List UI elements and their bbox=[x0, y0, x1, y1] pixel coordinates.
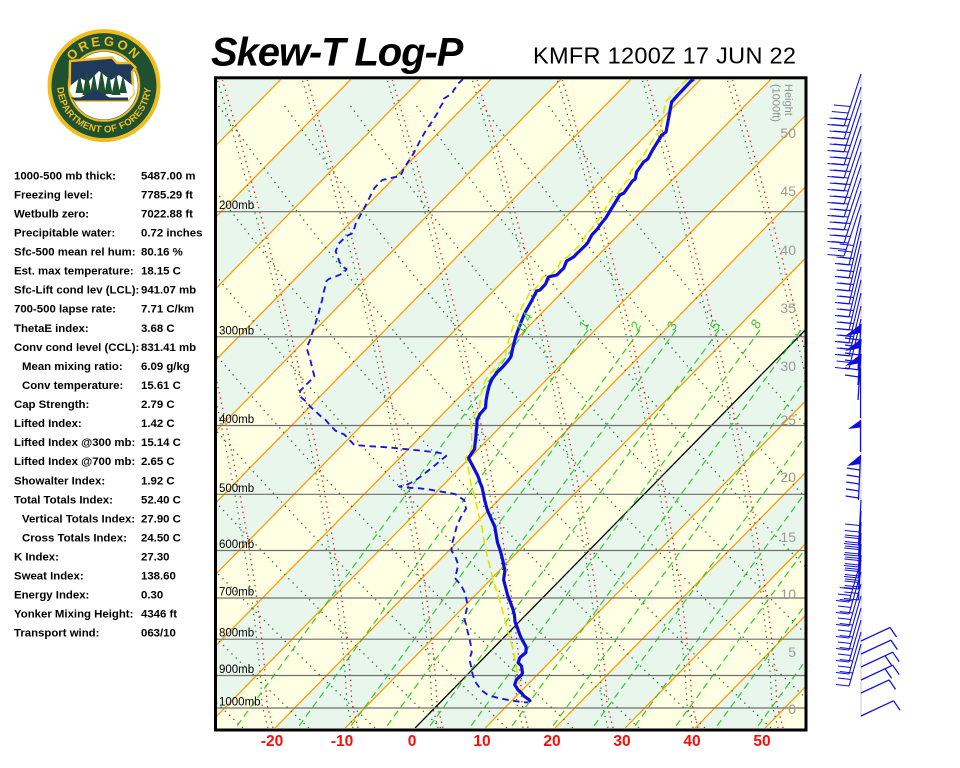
svg-text:30: 30 bbox=[780, 358, 796, 374]
svg-text:Vertical Totals Index:: Vertical Totals Index: bbox=[22, 513, 135, 525]
svg-text:Est. max temperature:: Est. max temperature: bbox=[14, 266, 134, 278]
svg-text:0: 0 bbox=[788, 701, 796, 717]
svg-text:Lifted Index @300 mb:: Lifted Index @300 mb: bbox=[14, 437, 135, 449]
svg-text:-20: -20 bbox=[261, 733, 283, 750]
svg-text:700mb: 700mb bbox=[219, 587, 254, 599]
svg-text:0: 0 bbox=[408, 733, 417, 750]
svg-text:30: 30 bbox=[613, 733, 630, 750]
svg-text:15.14 C: 15.14 C bbox=[141, 437, 181, 449]
svg-text:KMFR 1200Z 17 JUN 22: KMFR 1200Z 17 JUN 22 bbox=[533, 43, 796, 69]
svg-text:K Index:: K Index: bbox=[14, 552, 59, 564]
svg-text:Wetbulb zero:: Wetbulb zero: bbox=[14, 208, 89, 220]
svg-text:1000mb: 1000mb bbox=[219, 697, 261, 709]
svg-text:Lifted Index:: Lifted Index: bbox=[14, 418, 82, 430]
svg-text:35: 35 bbox=[780, 300, 796, 316]
svg-text:0.72 inches: 0.72 inches bbox=[141, 228, 202, 240]
svg-text:200mb: 200mb bbox=[219, 200, 254, 212]
svg-text:500mb: 500mb bbox=[219, 483, 254, 495]
svg-text:20: 20 bbox=[780, 469, 796, 485]
svg-text:6.09 g/kg: 6.09 g/kg bbox=[141, 361, 190, 373]
svg-text:Cross Totals Index:: Cross Totals Index: bbox=[22, 532, 127, 544]
svg-text:50: 50 bbox=[753, 733, 770, 750]
svg-text:ThetaE index:: ThetaE index: bbox=[14, 323, 89, 335]
svg-text:3.68 C: 3.68 C bbox=[141, 323, 175, 335]
svg-text:5487.00 m: 5487.00 m bbox=[141, 170, 195, 182]
svg-text:Sweat Index:: Sweat Index: bbox=[14, 571, 84, 583]
svg-text:40: 40 bbox=[683, 733, 700, 750]
svg-text:138.60: 138.60 bbox=[141, 571, 176, 583]
svg-text:900mb: 900mb bbox=[219, 664, 254, 676]
svg-text:600mb: 600mb bbox=[219, 539, 254, 551]
svg-text:Height(1000ft): Height(1000ft) bbox=[770, 84, 795, 122]
svg-text:800mb: 800mb bbox=[219, 628, 254, 640]
svg-text:831.41 mb: 831.41 mb bbox=[141, 342, 196, 354]
svg-text:15.61 C: 15.61 C bbox=[141, 380, 181, 392]
svg-text:Conv cond level (CCL):: Conv cond level (CCL): bbox=[14, 342, 139, 354]
svg-text:Showalter Index:: Showalter Index: bbox=[14, 475, 105, 487]
svg-text:Sfc-500 mean rel hum:: Sfc-500 mean rel hum: bbox=[14, 247, 136, 259]
svg-text:1.42 C: 1.42 C bbox=[141, 418, 175, 430]
svg-text:941.07 mb: 941.07 mb bbox=[141, 285, 196, 297]
svg-text:Total Totals Index:: Total Totals Index: bbox=[14, 494, 113, 506]
svg-text:400mb: 400mb bbox=[219, 414, 254, 426]
svg-text:25: 25 bbox=[780, 412, 796, 428]
svg-text:300mb: 300mb bbox=[219, 325, 254, 337]
svg-text:063/10: 063/10 bbox=[141, 628, 176, 640]
svg-text:50: 50 bbox=[780, 125, 796, 141]
svg-text:18.15 C: 18.15 C bbox=[141, 266, 181, 278]
svg-text:1.92 C: 1.92 C bbox=[141, 475, 175, 487]
svg-text:700-500 lapse rate:: 700-500 lapse rate: bbox=[14, 304, 116, 316]
svg-text:24.50 C: 24.50 C bbox=[141, 532, 181, 544]
svg-text:15: 15 bbox=[780, 529, 796, 545]
svg-text:7022.88 ft: 7022.88 ft bbox=[141, 208, 193, 220]
svg-text:2.79 C: 2.79 C bbox=[141, 399, 175, 411]
svg-text:27.90 C: 27.90 C bbox=[141, 513, 181, 525]
svg-text:Cap Strength:: Cap Strength: bbox=[14, 399, 89, 411]
svg-text:1000-500 mb thick:: 1000-500 mb thick: bbox=[14, 170, 116, 182]
svg-text:Yonker Mixing Height:: Yonker Mixing Height: bbox=[14, 609, 133, 621]
svg-text:80.16 %: 80.16 % bbox=[141, 247, 183, 259]
svg-text:20: 20 bbox=[543, 733, 560, 750]
svg-text:0.4: 0.4 bbox=[514, 310, 536, 333]
svg-text:52.40 C: 52.40 C bbox=[141, 494, 181, 506]
svg-text:-10: -10 bbox=[331, 733, 353, 750]
svg-text:Lifted Index @700 mb:: Lifted Index @700 mb: bbox=[14, 456, 135, 468]
svg-text:10: 10 bbox=[780, 586, 796, 602]
svg-text:27.30: 27.30 bbox=[141, 552, 170, 564]
svg-text:Conv temperature:: Conv temperature: bbox=[22, 380, 123, 392]
svg-text:0.30: 0.30 bbox=[141, 590, 163, 602]
svg-text:4346 ft: 4346 ft bbox=[141, 609, 177, 621]
svg-text:45: 45 bbox=[780, 183, 796, 199]
svg-text:Mean mixing ratio:: Mean mixing ratio: bbox=[22, 361, 123, 373]
svg-text:Skew-T Log-P: Skew-T Log-P bbox=[211, 31, 464, 75]
svg-text:Transport wind:: Transport wind: bbox=[14, 628, 99, 640]
svg-text:10: 10 bbox=[473, 733, 490, 750]
svg-text:Energy Index:: Energy Index: bbox=[14, 590, 89, 602]
svg-text:2.65 C: 2.65 C bbox=[141, 456, 175, 468]
svg-text:Precipitable water:: Precipitable water: bbox=[14, 228, 115, 240]
svg-text:Sfc-Lift cond lev (LCL):: Sfc-Lift cond lev (LCL): bbox=[14, 285, 139, 297]
svg-text:5: 5 bbox=[788, 644, 796, 660]
svg-text:40: 40 bbox=[780, 242, 796, 258]
svg-text:7785.29 ft: 7785.29 ft bbox=[141, 189, 193, 201]
svg-text:7.71 C/km: 7.71 C/km bbox=[141, 304, 194, 316]
svg-text:Freezing level:: Freezing level: bbox=[14, 189, 93, 201]
